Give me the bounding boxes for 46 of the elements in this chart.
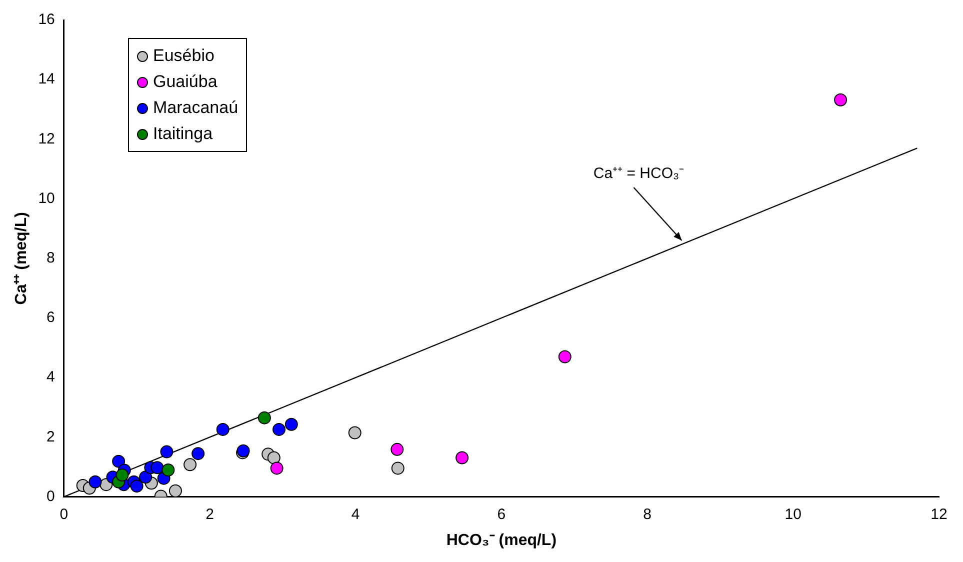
x-tick-label: 6: [497, 506, 506, 523]
point: [267, 451, 280, 464]
point: [270, 462, 284, 475]
point: [272, 422, 286, 436]
x-tick-label: 8: [643, 506, 652, 523]
point: [834, 93, 848, 106]
point: [558, 350, 572, 364]
point: [216, 422, 230, 436]
point: [284, 418, 298, 431]
x-tick-label: 4: [351, 506, 360, 523]
point: [456, 451, 469, 464]
y-tick-label: 0: [46, 488, 55, 505]
point: [112, 454, 126, 468]
point: [139, 470, 152, 484]
y-axis-title: Ca⁺⁺ (meq/L): [13, 212, 30, 305]
y-tick-label: 10: [38, 190, 55, 207]
y-tick-label: 4: [46, 368, 55, 386]
legend-label: Eusébio: [153, 45, 214, 67]
point: [258, 411, 271, 424]
x-tick-label: 2: [206, 506, 214, 523]
legend-label: Maracanaú: [153, 97, 238, 119]
y-tick-label: 8: [46, 250, 55, 267]
point: [150, 461, 164, 474]
point: [88, 475, 102, 488]
point: [192, 447, 205, 460]
x-tick-label: 10: [784, 506, 802, 523]
y-tick-label: 6: [46, 309, 55, 326]
point: [184, 458, 197, 472]
y-tick-label: 12: [38, 130, 55, 148]
y-tick-label: 2: [46, 428, 55, 446]
y-tick-label: 14: [38, 70, 55, 88]
point: [348, 426, 362, 440]
x-tick-label: 0: [60, 506, 68, 523]
point: [391, 462, 404, 475]
legend-label: Guaiúba: [153, 71, 218, 93]
point: [168, 484, 182, 497]
point: [160, 445, 174, 458]
legend-label: Itaitinga: [153, 123, 213, 145]
point: [162, 463, 175, 476]
x-tick-label: 12: [930, 506, 948, 523]
annotation: Ca⁺⁺ = HCO₃⁻: [593, 165, 684, 182]
point: [116, 468, 129, 482]
x-axis-title: HCO₃⁻ (meq/L): [446, 532, 557, 549]
y-tick-label: 16: [38, 11, 55, 28]
point: [130, 480, 144, 493]
point: [390, 442, 404, 456]
